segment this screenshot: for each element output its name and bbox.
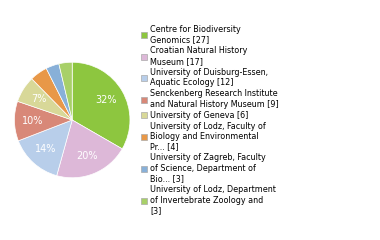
- Text: 20%: 20%: [76, 151, 98, 161]
- Text: 10%: 10%: [22, 116, 44, 126]
- Wedge shape: [57, 120, 122, 178]
- Wedge shape: [17, 79, 72, 120]
- Wedge shape: [32, 68, 72, 120]
- Wedge shape: [14, 101, 72, 141]
- Wedge shape: [72, 62, 130, 149]
- Wedge shape: [18, 120, 72, 176]
- Text: 32%: 32%: [95, 95, 117, 105]
- Wedge shape: [46, 64, 72, 120]
- Legend: Centre for Biodiversity
Genomics [27], Croatian Natural History
Museum [17], Uni: Centre for Biodiversity Genomics [27], C…: [141, 25, 279, 215]
- Wedge shape: [59, 62, 72, 120]
- Text: 14%: 14%: [35, 144, 57, 154]
- Text: 7%: 7%: [31, 94, 47, 104]
